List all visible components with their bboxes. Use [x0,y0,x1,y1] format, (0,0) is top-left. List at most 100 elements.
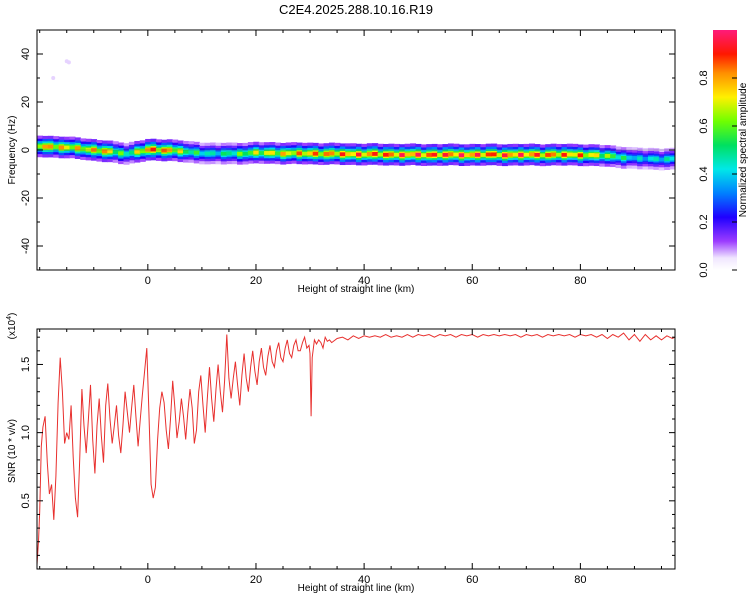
spectrogram-cell [415,152,422,157]
spectrogram-cell [383,152,390,157]
spectrogram-xtick-label: 60 [466,275,478,287]
spectrogram-ytick-label: 20 [20,96,32,108]
spectrogram-cell [42,144,49,149]
spectrogram-xtick-label: 20 [250,275,262,287]
spectrogram-cell [426,152,433,157]
spectrogram-cell [669,156,675,161]
spectrogram-band [37,59,675,171]
spectrogram-cell [583,153,590,158]
spectrogram-cell [577,153,584,158]
spectrogram-panel: 0 20 40 60 80 -40 -20 0 20 40 Height of straight … [7,29,676,295]
spectrogram-cell [193,150,200,155]
spectrogram-cell [339,152,346,157]
spectrogram-cell [269,150,276,155]
spectrogram-cell [599,153,606,158]
spectrogram-cell [469,152,476,157]
spectrogram-cell [566,152,573,157]
spectrogram-cell [512,152,519,157]
spectrogram-cell [653,157,660,161]
spectrogram-speckle [51,76,56,80]
spectrogram-ylabel: Frequency (Hz) [7,116,18,185]
spectrogram-cell [210,151,217,156]
spectrogram-cell [539,153,546,158]
spectrogram-xtick-label: 40 [358,275,370,287]
colorbar-gradient [713,30,737,270]
spectrogram-cell [523,152,530,157]
spectrogram-cell [518,152,525,157]
spectrogram-cell [350,152,357,156]
spectrogram-cell [442,152,449,157]
spectrogram-cell [188,150,195,154]
spectrogram-ytick-label: 0 [20,147,32,153]
spectrogram-cell [199,151,206,156]
spectrogram-cell [242,151,249,156]
snr-series-line [37,332,675,565]
snr-ticks: 0 20 40 60 80 0.5 1.0 1.5 [20,329,675,586]
spectrogram-cell [37,144,44,149]
spectrogram-cell [253,150,260,155]
colorbar-ticks: 0.0 0.2 0.4 0.6 0.8 [698,70,737,278]
spectrogram-cell [572,152,579,157]
snr-xtick-label: 0 [145,574,151,586]
snr-xtick-label: 80 [574,574,586,586]
spectrogram-cell [118,151,125,156]
spectrogram-cell [204,151,211,156]
spectrogram-cell [604,153,611,158]
spectrogram-cell [485,152,492,157]
spectrogram-cell [231,151,238,156]
spectrogram-cell [274,151,281,156]
spectrogram-cell [556,152,563,157]
spectrogram-cell [139,149,146,154]
spectrogram-cell [74,146,81,151]
spectrogram-cell [464,153,471,158]
spectrogram-cell [47,144,54,149]
spectrogram-cell [112,150,119,154]
spectrogram-cell [334,151,341,156]
colorbar-tick-label: 0.0 [698,262,710,277]
spectrogram-cell [53,144,60,149]
spectrogram-cell [410,152,417,157]
spectrogram-cell [150,147,157,152]
spectrogram-cell [58,145,65,150]
spectrogram-cell [529,152,536,157]
spectrogram-cell [307,151,314,156]
spectrogram-cell [447,152,454,157]
spectrogram-cell [356,152,363,157]
spectrogram-ytick-label: -20 [20,190,32,206]
spectrogram-cell [318,152,325,157]
spectrogram-cell [96,148,103,153]
spectrogram-cell [404,152,411,157]
chart-title: C2E4.2025.288.10.16.R19 [279,2,433,17]
spectrogram-cell [128,150,135,155]
spectrogram-xtick-label: 80 [574,275,586,287]
spectrogram-cell [377,152,384,157]
spectrogram-cell [501,153,508,158]
spectrogram-cell [431,152,438,157]
spectrogram-cell [134,149,141,154]
spectrogram-cell [664,157,671,162]
spectrogram-cell [101,149,108,154]
spectrogram-cell [647,156,654,161]
spectrogram-cell [291,150,298,155]
spectrogram-cell [323,152,330,156]
spectrogram-cell [637,156,644,161]
spectrogram-cell [593,153,600,158]
spectrogram-cell [226,151,233,156]
colorbar-label: Normalized spectral amplitude [738,82,749,217]
snr-ytick-label: 1.0 [20,425,32,440]
spectrogram-cell [420,153,427,158]
snr-xlabel: Height of straight line (km) [298,583,415,594]
colorbar-tick-label: 0.6 [698,118,710,133]
spectrogram-cell [658,157,665,162]
spectrogram-cell [361,152,368,157]
snr-ytick-label: 1.5 [20,357,32,372]
spectrogram-cell [264,151,271,155]
spectrogram-cell [220,151,227,156]
snr-xtick-label: 60 [466,574,478,586]
spectrogram-cell [69,145,76,150]
spectrogram-cell [372,152,379,156]
spectrogram-speckle [66,60,71,65]
snr-panel: 0 20 40 60 80 0.5 1.0 1.5 Height of straight li… [6,313,676,594]
snr-xtick-label: 20 [250,574,262,586]
spectrogram-cell [296,151,303,156]
